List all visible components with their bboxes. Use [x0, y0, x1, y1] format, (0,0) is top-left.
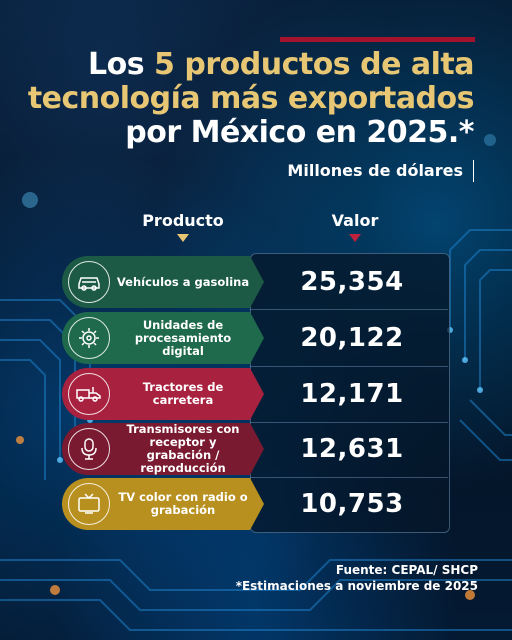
row-divider	[250, 422, 448, 423]
table-row: Transmisores con receptor y grabación / …	[62, 423, 448, 475]
table-row: Tractores de carretera 12,171	[62, 368, 448, 420]
product-label: Tractores de carretera	[142, 380, 224, 407]
values-panel	[250, 253, 450, 533]
title-line1-gold: 5 productos de alta	[154, 47, 474, 82]
estimate-note: *Estimaciones a noviembre de 2025	[235, 579, 478, 593]
column-header-value-label: Valor	[331, 211, 379, 230]
triangle-down-icon	[349, 234, 361, 242]
product-label: Unidades de procesamiento digital	[134, 317, 232, 358]
product-value: 10,753	[300, 489, 404, 519]
row-divider	[250, 477, 448, 478]
truck-icon	[68, 373, 110, 415]
product-pill: Vehículos a gasolina	[62, 256, 264, 308]
source-line: Fuente: CEPAL/ SHCP	[335, 563, 478, 577]
product-label: Vehículos a gasolina	[116, 274, 250, 289]
product-pill: Transmisores con receptor y grabación / …	[62, 422, 264, 475]
product-label: Transmisores con receptor y grabación / …	[126, 422, 240, 475]
product-value: 12,631	[300, 434, 404, 464]
tv-icon	[68, 483, 110, 525]
row-divider	[250, 366, 448, 367]
product-label: TV color con radio o grabación	[118, 490, 248, 517]
table-row: Unidades de procesamiento digital 20,122	[62, 312, 448, 364]
page-title: Los 5 productos de alta tecnología más e…	[27, 47, 475, 150]
title-line2: tecnología más exportados	[27, 81, 475, 116]
source-note: Fuente: CEPAL/ SHCP *Estimaciones a novi…	[236, 562, 478, 594]
column-header-product: Producto	[128, 211, 238, 242]
product-pill: Unidades de procesamiento digital	[62, 312, 264, 364]
car-icon	[68, 261, 110, 303]
title-line1-prefix: Los	[88, 47, 155, 82]
unit-label: Millones de dólares	[287, 160, 474, 182]
title-line3: por México en 2025.*	[125, 115, 474, 150]
product-pill: Tractores de carretera	[62, 368, 264, 420]
chip-gear-icon	[68, 317, 110, 359]
product-pill: TV color con radio o grabación	[62, 478, 264, 530]
triangle-down-icon	[177, 234, 189, 242]
product-value: 20,122	[300, 323, 404, 353]
product-value: 25,354	[300, 267, 404, 297]
table-row: Vehículos a gasolina 25,354	[62, 256, 448, 308]
column-header-value: Valor	[300, 211, 410, 242]
row-divider	[250, 309, 448, 310]
title-accent-bar	[280, 37, 475, 42]
microphone-icon	[68, 428, 110, 470]
product-value: 12,171	[300, 379, 404, 409]
column-header-product-label: Producto	[142, 211, 224, 230]
table-row: TV color con radio o grabación 10,753	[62, 478, 448, 530]
